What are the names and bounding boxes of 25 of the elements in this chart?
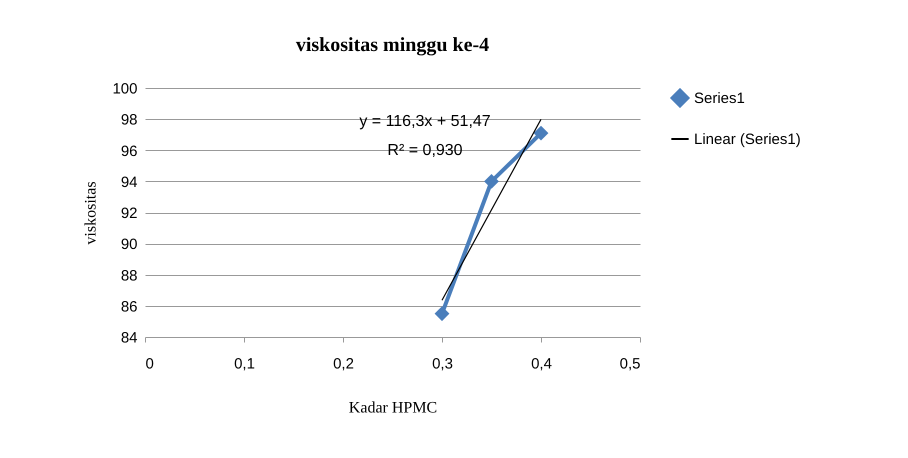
x-tick-label: 0 [146,356,154,372]
y-tick-label: 88 [120,267,138,284]
annotation: R² = 0,930 [387,142,463,159]
x-tick-label: 0,4 [531,356,552,372]
y-tick-label: 96 [120,142,138,160]
x-axis-title: Kadar HPMC [348,400,438,416]
y-tick-label: 84 [120,330,138,346]
point [434,306,450,322]
y-tick-label: 90 [120,236,138,254]
legend-label: Linear (Series1) [694,131,801,148]
chart-title: viskositas minggu ke-4 [296,34,490,56]
x-tick-label: 0,5 [620,356,640,372]
y-tick-label: 86 [120,298,138,316]
legend-label: Series1 [694,90,745,107]
y-tick-label: 92 [120,205,138,222]
x-tick-label: 0,1 [234,356,255,372]
y-tick-label: 94 [120,174,138,191]
x-tick-label: 0,3 [432,356,453,372]
y-tick-label: 100 [112,80,138,98]
point [484,174,499,189]
x-tick-label: 0,2 [333,356,354,372]
y-tick-label: 98 [120,112,138,129]
point [534,126,548,141]
annotation: y = 116,3x + 51,47 [359,113,491,130]
y-axis-title: viskositas [82,181,100,245]
